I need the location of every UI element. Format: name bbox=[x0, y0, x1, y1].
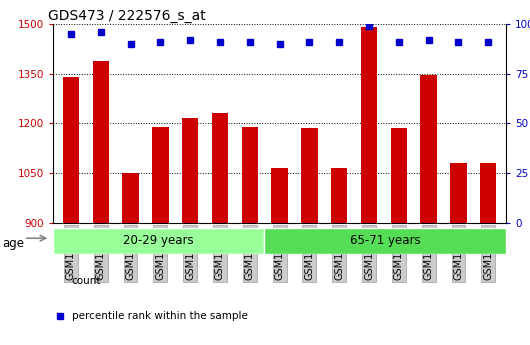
Text: 20-29 years: 20-29 years bbox=[123, 234, 194, 247]
Text: GDS473 / 222576_s_at: GDS473 / 222576_s_at bbox=[48, 9, 206, 23]
Text: age: age bbox=[3, 237, 25, 250]
Bar bbox=[93, 60, 109, 223]
Bar bbox=[450, 163, 466, 223]
Text: count: count bbox=[72, 276, 101, 286]
Bar bbox=[122, 173, 139, 223]
Bar bbox=[301, 128, 317, 223]
Bar bbox=[264, 228, 506, 254]
Bar bbox=[271, 168, 288, 223]
Bar bbox=[242, 127, 258, 223]
Text: 65-71 years: 65-71 years bbox=[350, 234, 421, 247]
Bar bbox=[152, 127, 169, 223]
Bar bbox=[53, 228, 264, 254]
Bar bbox=[182, 118, 198, 223]
Bar bbox=[361, 28, 377, 223]
Text: percentile rank within the sample: percentile rank within the sample bbox=[72, 311, 248, 321]
Bar bbox=[391, 128, 407, 223]
Bar bbox=[420, 76, 437, 223]
Bar bbox=[63, 77, 79, 223]
Bar bbox=[480, 163, 497, 223]
Bar bbox=[212, 114, 228, 223]
Bar bbox=[331, 168, 347, 223]
